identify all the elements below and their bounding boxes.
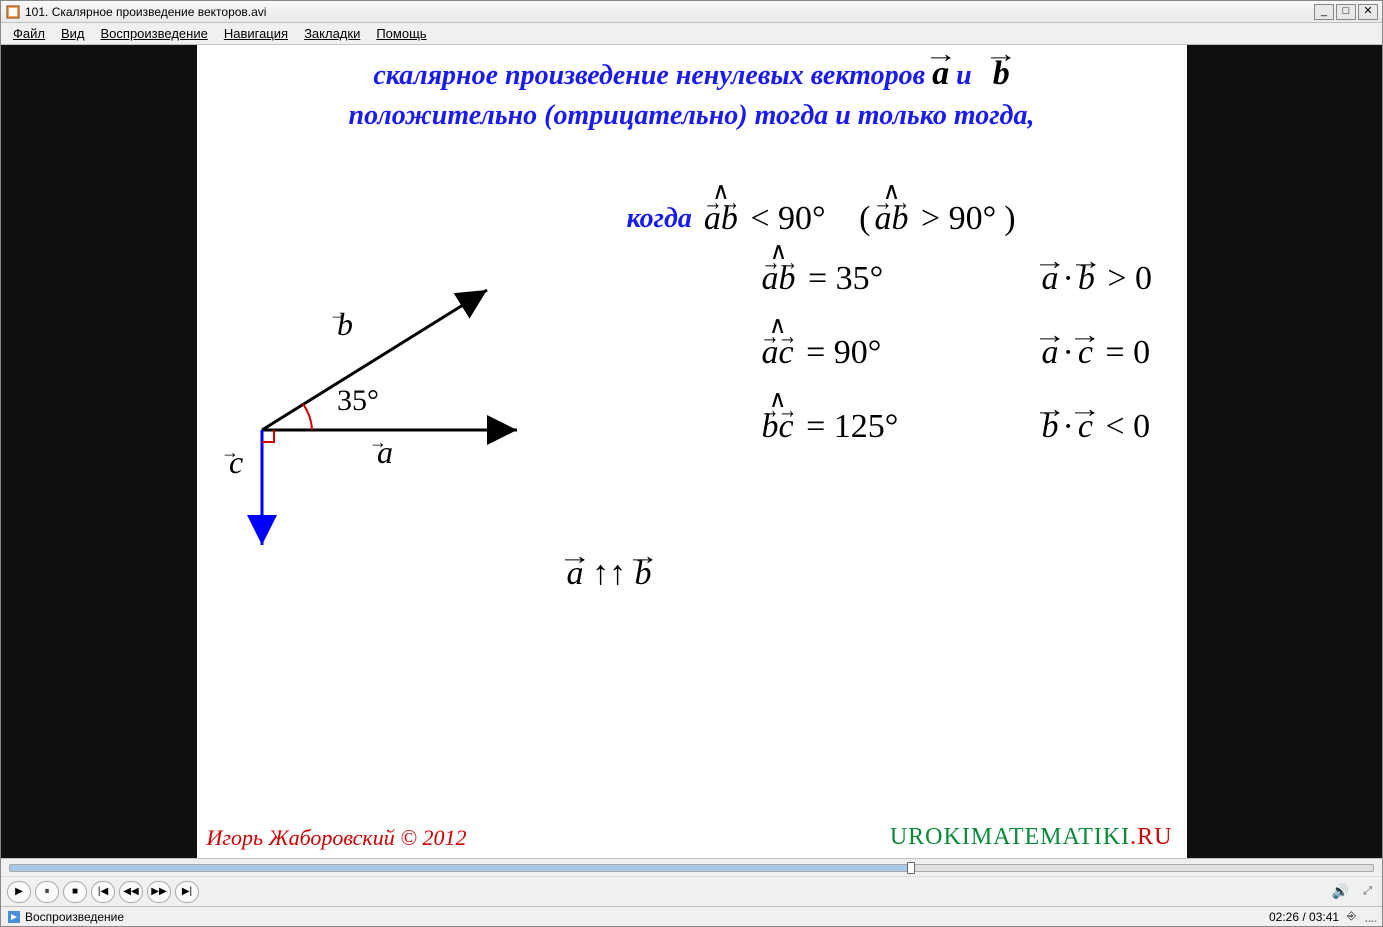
app-icon [5, 4, 21, 20]
resize-grip[interactable]: ⣀⣀ [1364, 910, 1376, 923]
status-extra-icon[interactable]: ⎆ [1347, 910, 1356, 923]
theorem-text: скалярное произведение ненулевых векторо… [197, 45, 1187, 135]
menu-help[interactable]: Помощь [368, 24, 434, 43]
slide-content: скалярное произведение ненулевых векторо… [197, 45, 1187, 858]
condition-row: когда ab < 90° (ab > 90°) [627, 200, 1020, 238]
svg-text:→: → [221, 442, 239, 462]
svg-text:→: → [329, 304, 347, 324]
theorem-line2: положительно (отрицательно) тогда и толь… [197, 97, 1187, 135]
vector-diagram: a → b → c → 35° [207, 255, 647, 555]
status-text: Воспроизведение [25, 910, 124, 924]
theorem-when: когда [627, 203, 692, 235]
menu-view[interactable]: Вид [53, 24, 93, 43]
app-window: 101. Скалярное произведение векторов.avi… [0, 0, 1383, 927]
rewind-button[interactable]: ◀◀ [119, 881, 143, 903]
window-controls: _ □ ✕ [1314, 4, 1378, 20]
maximize-button[interactable]: □ [1336, 4, 1356, 20]
theorem-and: и [956, 60, 979, 91]
statusbar: Воспроизведение 02:26 / 03:41 ⎆ ⣀⣀ [1, 906, 1382, 926]
eq-row-2: ac = 90° a·c = 0 [762, 334, 1157, 372]
prev-button[interactable]: |◀ [91, 881, 115, 903]
menu-file[interactable]: Файл [5, 24, 53, 43]
forward-button[interactable]: ▶▶ [147, 881, 171, 903]
status-right: 02:26 / 03:41 ⎆ ⣀⣀ [1269, 910, 1376, 924]
cond-gt: > 90° [917, 200, 1000, 237]
cond-ab: ab [704, 200, 738, 238]
playback-controls: ▶ ⏸ ■ |◀ ◀◀ ▶▶ ▶| 🔊 ⤢ [1, 876, 1382, 906]
time-total: 03:41 [1309, 910, 1339, 924]
volume-icon[interactable]: 🔊 [1332, 883, 1349, 900]
menu-playback[interactable]: Воспроизведение [93, 24, 216, 43]
video-area[interactable]: скалярное произведение ненулевых векторо… [1, 45, 1382, 858]
parallel-notation: a ↑↑ b [567, 555, 652, 593]
eq-row-1: ab = 35° a·b > 0 [762, 260, 1157, 298]
next-button[interactable]: ▶| [175, 881, 199, 903]
status-icon [7, 910, 21, 924]
theorem-line1: скалярное произведение ненулевых векторо… [373, 60, 932, 91]
cond-ab2: ab [874, 200, 908, 238]
theorem-vec-a: a [932, 51, 949, 97]
close-button[interactable]: ✕ [1358, 4, 1378, 20]
time-current: 02:26 [1269, 910, 1299, 924]
svg-text:→: → [369, 432, 387, 452]
credit-text: Игорь Жаборовский © 2012 [207, 825, 467, 851]
menu-navigation[interactable]: Навигация [216, 24, 296, 43]
minimize-button[interactable]: _ [1314, 4, 1334, 20]
site-url: UROKIMATEMATIKI.RU [890, 824, 1173, 851]
titlebar[interactable]: 101. Скалярное произведение векторов.avi… [1, 1, 1382, 23]
window-title: 101. Скалярное произведение векторов.avi [25, 5, 1314, 19]
menu-bookmarks[interactable]: Закладки [296, 24, 368, 43]
cond-paren-close: ) [1000, 200, 1019, 237]
seekbar-row [1, 858, 1382, 876]
theorem-vec-b: b [993, 51, 1010, 97]
eq-row-3: bc = 125° b·c < 0 [762, 408, 1157, 446]
seekbar[interactable] [9, 864, 1374, 872]
cond-paren-open: ( [855, 200, 874, 237]
seek-progress [10, 865, 911, 871]
pause-button[interactable]: ⏸ [35, 881, 59, 903]
play-button[interactable]: ▶ [7, 881, 31, 903]
seek-thumb[interactable] [907, 862, 915, 874]
menubar: Файл Вид Воспроизведение Навигация Закла… [1, 23, 1382, 45]
cond-lt: < 90° [746, 200, 829, 237]
diagram-angle-label: 35° [337, 384, 379, 417]
equations: ab = 35° a·b > 0 ac = 90° a·c = [762, 260, 1157, 482]
stop-button[interactable]: ■ [63, 881, 87, 903]
expand-icon[interactable]: ⤢ [1359, 885, 1376, 898]
